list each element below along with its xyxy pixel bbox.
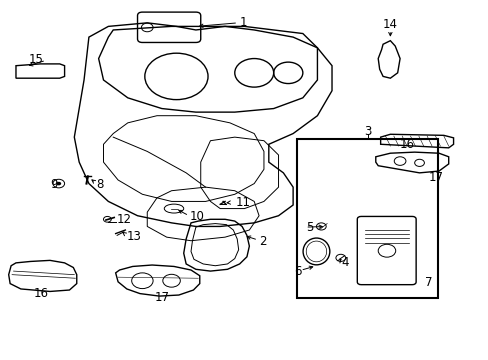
Text: 17: 17 [154, 291, 169, 304]
Bar [296, 139, 437, 298]
Text: 17: 17 [428, 171, 443, 184]
Text: 7: 7 [425, 276, 432, 289]
Text: 15: 15 [29, 53, 44, 66]
Text: 16: 16 [34, 287, 49, 300]
Text: 2: 2 [259, 235, 266, 248]
Text: 11: 11 [235, 196, 250, 209]
Text: 12: 12 [117, 213, 132, 226]
Text: 14: 14 [382, 18, 397, 31]
Text: 6: 6 [293, 265, 301, 278]
Text: 3: 3 [363, 125, 370, 138]
Text: 4: 4 [341, 256, 348, 269]
Text: 8: 8 [97, 178, 104, 191]
Text: 13: 13 [126, 230, 142, 243]
Text: 1: 1 [239, 16, 246, 29]
Circle shape [56, 182, 61, 185]
Text: 10: 10 [190, 210, 204, 223]
Text: 5: 5 [305, 221, 313, 234]
Text: 16: 16 [399, 138, 414, 151]
Text: 9: 9 [50, 178, 58, 191]
